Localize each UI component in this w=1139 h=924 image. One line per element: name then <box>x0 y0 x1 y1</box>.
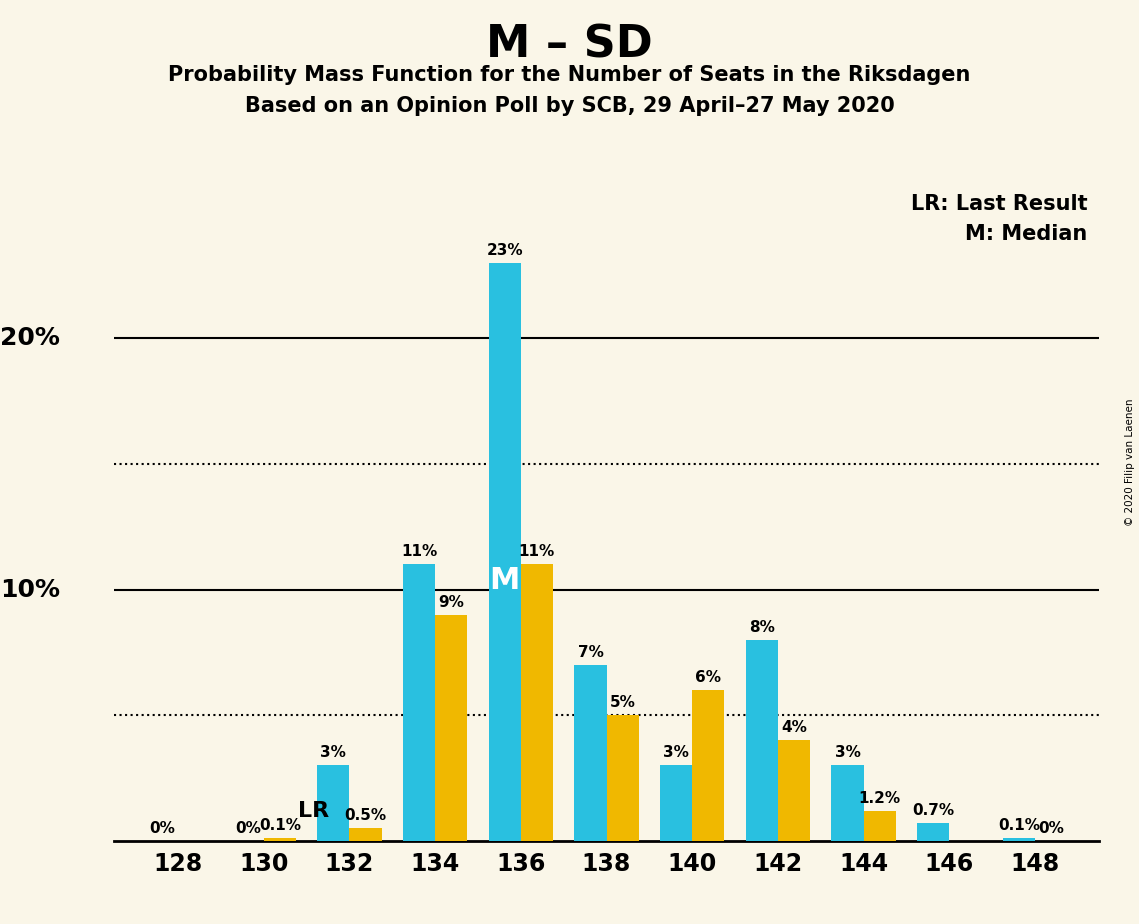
Text: 7%: 7% <box>577 645 604 660</box>
Text: 11%: 11% <box>401 544 437 559</box>
Text: 8%: 8% <box>748 620 775 635</box>
Text: 6%: 6% <box>695 670 721 685</box>
Text: 0.1%: 0.1% <box>998 819 1040 833</box>
Text: 0%: 0% <box>149 821 175 836</box>
Bar <box>489 262 521 841</box>
Bar <box>606 715 639 841</box>
Text: © 2020 Filip van Laenen: © 2020 Filip van Laenen <box>1125 398 1134 526</box>
Bar <box>831 765 863 841</box>
Text: Based on an Opinion Poll by SCB, 29 April–27 May 2020: Based on an Opinion Poll by SCB, 29 Apri… <box>245 96 894 116</box>
Bar <box>264 838 296 841</box>
Bar <box>1002 838 1035 841</box>
Text: M: Median: M: Median <box>966 224 1088 244</box>
Text: 5%: 5% <box>609 695 636 711</box>
Text: 3%: 3% <box>663 746 689 760</box>
Text: 0.1%: 0.1% <box>259 819 301 833</box>
Bar <box>574 665 606 841</box>
Text: 20%: 20% <box>0 326 59 350</box>
Bar <box>318 765 350 841</box>
Text: 0.7%: 0.7% <box>912 803 954 819</box>
Bar <box>863 810 895 841</box>
Text: 0.5%: 0.5% <box>344 808 386 823</box>
Text: M: M <box>490 566 521 595</box>
Text: 0%: 0% <box>1038 821 1064 836</box>
Bar <box>350 828 382 841</box>
Bar <box>403 565 435 841</box>
Text: 23%: 23% <box>486 243 523 258</box>
Bar <box>521 565 552 841</box>
Text: 3%: 3% <box>320 746 346 760</box>
Text: LR: LR <box>298 801 329 821</box>
Text: M – SD: M – SD <box>486 23 653 67</box>
Text: 11%: 11% <box>518 544 555 559</box>
Bar <box>693 690 724 841</box>
Text: 10%: 10% <box>0 578 59 602</box>
Text: LR: Last Result: LR: Last Result <box>911 194 1088 214</box>
Text: 4%: 4% <box>781 721 806 736</box>
Text: Probability Mass Function for the Number of Seats in the Riksdagen: Probability Mass Function for the Number… <box>169 65 970 85</box>
Bar <box>746 639 778 841</box>
Text: 3%: 3% <box>835 746 860 760</box>
Text: 9%: 9% <box>439 595 465 610</box>
Text: 0%: 0% <box>235 821 261 836</box>
Bar <box>778 740 810 841</box>
Text: 1.2%: 1.2% <box>859 791 901 806</box>
Bar <box>661 765 693 841</box>
Bar <box>435 614 467 841</box>
Bar <box>917 823 949 841</box>
